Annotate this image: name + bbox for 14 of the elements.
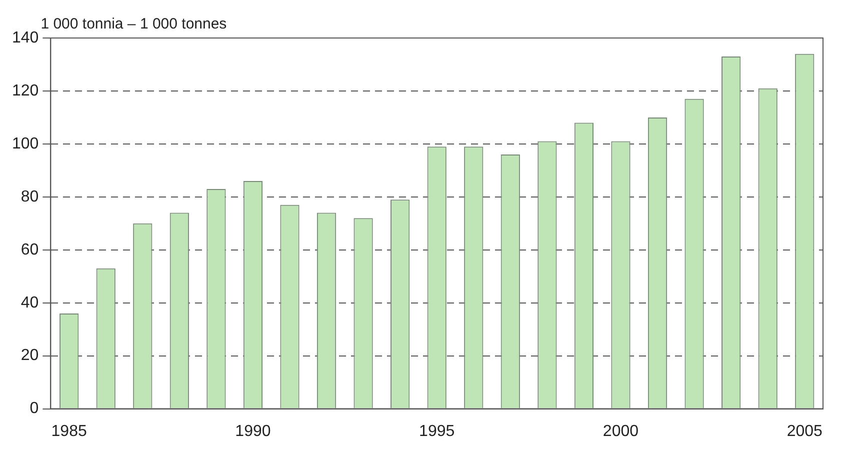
y-tick-label: 100 [12,135,39,152]
x-tick-label: 1985 [51,422,87,440]
y-tick-label: 80 [20,188,39,206]
y-tick-label: 120 [12,82,39,100]
y-axis-title: 1 000 tonnia – 1 000 tonnes [40,16,227,33]
x-tick-label: 1995 [419,422,455,440]
y-tick-label: 0 [30,400,39,418]
y-tick-label: 140 [12,29,39,46]
x-tick-label: 2000 [602,422,639,440]
y-tick-label: 60 [20,241,39,258]
x-tick-label: 1990 [235,422,271,440]
y-tick-label: 40 [20,294,39,312]
y-tick-label: 20 [20,347,39,364]
x-tick-label: 2005 [786,422,823,440]
